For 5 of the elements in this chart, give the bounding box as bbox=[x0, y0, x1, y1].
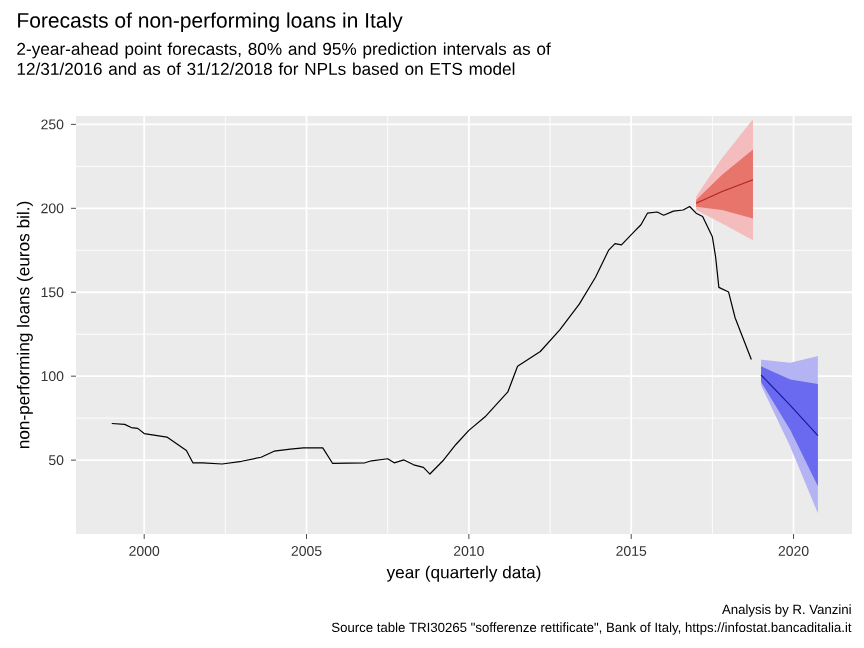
chart-title: Forecasts of non-performing loans in Italy bbox=[18, 12, 403, 32]
line-series bbox=[111, 205, 752, 475]
x-axis-title: year (quarterly data) bbox=[386, 565, 541, 582]
chart-subtitle: 2-year-ahead point forecasts, 80% and 95% prediction intervals as of 12/31/2016 and as of 31/12/2018 for NPLs based on ETS model bbox=[17, 42, 551, 76]
y-axis-title: non-performing loans (euros bil.) bbox=[16, 201, 33, 449]
